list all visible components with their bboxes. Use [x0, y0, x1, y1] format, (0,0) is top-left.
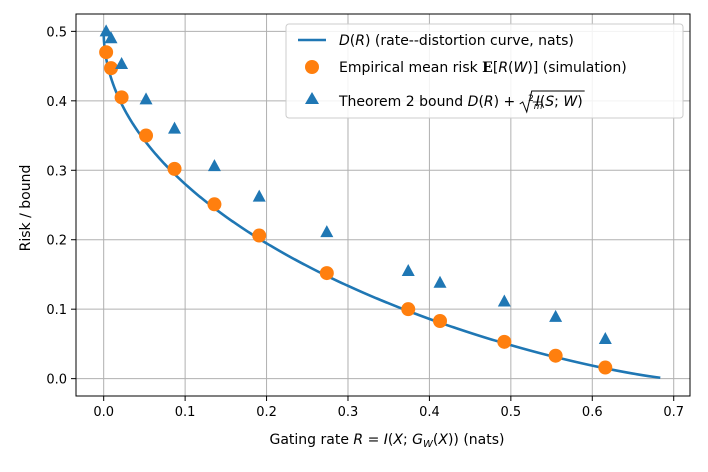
- bound-point: [549, 309, 563, 322]
- label-part: (: [478, 94, 483, 110]
- empirical-risk-point: [114, 90, 129, 105]
- label-part: Empirical mean risk: [339, 60, 482, 76]
- label-part: G: [412, 432, 423, 448]
- x-tick-label: 0.2: [256, 405, 277, 420]
- label-part: (nats): [459, 432, 505, 448]
- bound-point: [168, 121, 182, 134]
- label-part: (: [508, 60, 513, 76]
- label-part: ) +: [494, 94, 520, 110]
- ticks: 0.0 0.1 0.2 0.3 0.4 0.5 0.6 0.7 0.0 0.1 0.2 0.3 0.4 0…: [46, 25, 684, 420]
- bound-point: [104, 31, 118, 44]
- bound-point: [598, 332, 612, 345]
- legend-circle-swatch: [305, 60, 319, 74]
- empirical-risk-point: [139, 128, 154, 143]
- label-part: S: [545, 94, 554, 110]
- legend-triangle-swatch: [305, 92, 319, 104]
- label-part: D: [339, 33, 350, 49]
- label-part: X: [437, 432, 448, 448]
- bound-point: [139, 92, 153, 105]
- empirical-risk-point: [99, 45, 114, 60]
- label-part: Gating rate: [269, 432, 353, 448]
- label-part: (simulation): [538, 60, 626, 76]
- x-tick-label: 0.0: [93, 405, 114, 420]
- y-tick-label: 0.0: [46, 373, 67, 388]
- x-axis-label: Gating rate R = I(X; GW(X)) (nats): [269, 432, 504, 450]
- bound-point: [401, 263, 415, 276]
- y-tick-label: 0.3: [46, 164, 67, 179]
- legend: D(R) (rate--distortion curve, nats) Empi…: [285, 23, 684, 119]
- empirical-risk-point: [401, 302, 416, 317]
- empirical-risk-point: [598, 360, 613, 375]
- label-part: ): [365, 33, 370, 49]
- y-tick-label: 0.5: [46, 25, 67, 40]
- fraction-denominator: m: [534, 102, 543, 112]
- label-part: =: [363, 432, 384, 448]
- label-part: ;: [554, 94, 563, 110]
- x-tick-label: 0.4: [419, 405, 440, 420]
- legend-label-curve: D(R) (rate--distortion curve, nats): [339, 33, 574, 49]
- empirical-risk-point: [548, 348, 563, 363]
- label-part: Theorem 2 bound: [338, 94, 468, 110]
- label-part: W: [563, 94, 578, 110]
- label-part: [: [493, 60, 498, 76]
- bound-point: [320, 225, 334, 238]
- label-part: R: [355, 33, 365, 49]
- label-part: (: [433, 432, 438, 448]
- empirical-risk-point: [433, 313, 448, 328]
- bound-point: [497, 294, 511, 307]
- fraction-numerator: 2: [528, 94, 534, 104]
- legend-label-bound: Theorem 2 bound D(R) + 2 I(S; W): [338, 94, 583, 110]
- plot-frame: [75, 13, 691, 397]
- label-part: ): [577, 94, 582, 110]
- label-part: R: [498, 60, 508, 76]
- empirical-risk-point: [497, 334, 512, 349]
- label-part: W: [423, 439, 434, 450]
- bound-point: [207, 159, 221, 172]
- label-part: )]: [527, 60, 538, 76]
- label-part: (: [540, 94, 545, 110]
- empirical-risk-point: [104, 61, 119, 76]
- label-part: )): [448, 432, 459, 448]
- bound-point: [115, 57, 129, 70]
- x-tick-label: 0.7: [663, 405, 684, 420]
- x-tick-label: 0.6: [582, 405, 603, 420]
- bound-point: [99, 24, 113, 37]
- x-tick-label: 0.3: [338, 405, 359, 420]
- y-axis-label: Risk / bound: [18, 165, 34, 252]
- x-tick-label: 0.5: [501, 405, 522, 420]
- empirical-risk-point: [319, 266, 334, 281]
- empirical-risk-point: [167, 161, 182, 176]
- bound-point: [433, 275, 447, 288]
- label-part: W: [514, 60, 529, 76]
- bound-point: [252, 189, 266, 202]
- label-part: D: [468, 94, 479, 110]
- y-tick-label: 0.2: [46, 234, 67, 249]
- y-tick-label: 0.1: [46, 303, 67, 318]
- empirical-risk-point: [207, 197, 222, 212]
- markers: [99, 24, 613, 375]
- label-part: (: [350, 33, 355, 49]
- label-part: ;: [403, 432, 412, 448]
- radical-space: [520, 94, 528, 110]
- y-tick-label: 0.4: [46, 95, 67, 110]
- label-part: E: [482, 60, 493, 76]
- legend-box: [285, 23, 684, 119]
- empirical-risk-point: [252, 228, 267, 243]
- label-part: R: [353, 432, 363, 448]
- x-tick-label: 0.1: [175, 405, 196, 420]
- label-part: I: [384, 432, 388, 448]
- label-part: (: [388, 432, 393, 448]
- radical-sign: [519, 90, 585, 114]
- legend-label-empirical: Empirical mean risk E[R(W)] (simulation): [339, 60, 627, 76]
- label-part: (rate--distortion curve, nats): [370, 33, 573, 49]
- label-part: R: [484, 94, 494, 110]
- label-part: X: [392, 432, 403, 448]
